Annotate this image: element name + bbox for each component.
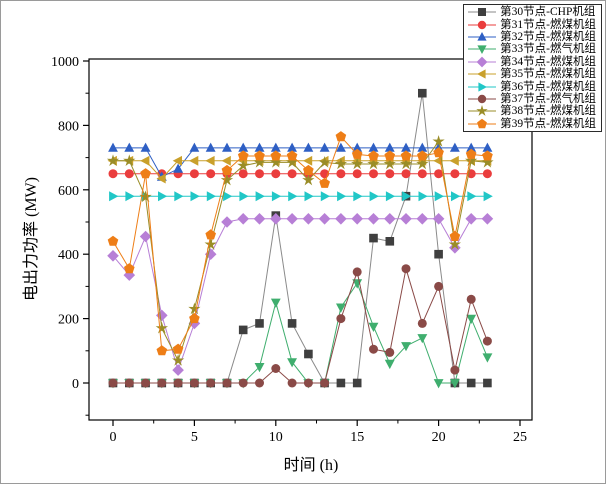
- legend-marker-node30: [468, 8, 497, 17]
- y-tick-label: 800: [58, 119, 79, 134]
- x-tick-label: 10: [269, 430, 283, 445]
- legend-label-node35: 第35节点-燃煤机组: [500, 68, 596, 81]
- legend-marker-node39: [468, 118, 497, 128]
- y-tick-label: 400: [58, 248, 79, 263]
- legend-label-node32: 第32节点-燃煤机组: [500, 30, 596, 43]
- series-node30: [108, 88, 492, 388]
- legend-item-node37: 第37节点-燃气机组: [467, 93, 596, 105]
- legend-item-node39: 第39节点-燃煤机组: [467, 118, 596, 130]
- x-tick-label: 5: [191, 430, 198, 445]
- legend-item-node34: 第34节点-燃煤机组: [467, 56, 596, 68]
- legend-label-node34: 第34节点-燃煤机组: [500, 55, 596, 68]
- x-tick-label: 0: [110, 430, 117, 445]
- legend-item-node32: 第32节点-燃煤机组: [467, 31, 596, 43]
- y-tick-label: 200: [58, 313, 79, 328]
- series-node38-line: [113, 140, 488, 362]
- legend-marker-node37: [468, 94, 497, 104]
- legend: 第30节点-CHP机组 第31节点-燃煤机组 第32节点-燃煤机组 第33节点-燃气机…: [463, 4, 602, 132]
- y-tick-label: 1000: [51, 55, 79, 70]
- legend-label-node33: 第33节点-燃气机组: [500, 43, 596, 56]
- series-node39-line: [112, 135, 488, 352]
- legend-item-node38: 第38节点-燃煤机组: [467, 105, 596, 117]
- legend-marker-node34: [468, 56, 497, 68]
- legend-marker-node35: [468, 69, 497, 79]
- legend-item-node33: 第33节点-燃气机组: [467, 43, 596, 55]
- legend-item-node36: 第36节点-燃煤机组: [467, 80, 596, 93]
- x-tick-label: 20: [432, 430, 446, 445]
- legend-label-node37: 第37节点-燃气机组: [500, 92, 596, 105]
- series-node39: [107, 131, 493, 356]
- legend-item-node30: 第30节点-CHP机组: [467, 6, 596, 18]
- legend-label-node30: 第30节点-CHP机组: [500, 6, 596, 19]
- legend-label-node36: 第36节点-燃煤机组: [500, 80, 596, 93]
- y-tick-label: 600: [58, 184, 79, 199]
- legend-marker-node38: [468, 105, 497, 117]
- y-tick-label: 0: [72, 377, 79, 392]
- axis-box: [88, 58, 533, 421]
- series-node34-line: [112, 218, 488, 372]
- series-node36: [109, 191, 493, 202]
- series-node37-line: [113, 268, 488, 384]
- legend-item-node31: 第31节点-燃煤机组: [467, 18, 596, 31]
- legend-marker-node36: [468, 81, 497, 92]
- series-node37: [108, 264, 492, 388]
- series-node33-line: [113, 282, 488, 384]
- legend-item-node35: 第35节点-燃煤机组: [467, 68, 596, 80]
- legend-label-node38: 第38节点-燃煤机组: [500, 105, 596, 118]
- x-axis-title: 时间 (h): [283, 457, 339, 474]
- legend-marker-node33: [468, 45, 497, 55]
- x-tick-label: 15: [350, 430, 364, 445]
- legend-label-node31: 第31节点-燃煤机组: [500, 18, 596, 31]
- legend-label-node39: 第39节点-燃煤机组: [500, 117, 596, 130]
- legend-marker-node31: [468, 20, 497, 29]
- y-axis-title: 电出力功率 (MW): [23, 177, 40, 301]
- series-node34: [107, 213, 494, 376]
- legend-marker-node32: [468, 31, 497, 41]
- x-tick-label: 25: [513, 430, 527, 445]
